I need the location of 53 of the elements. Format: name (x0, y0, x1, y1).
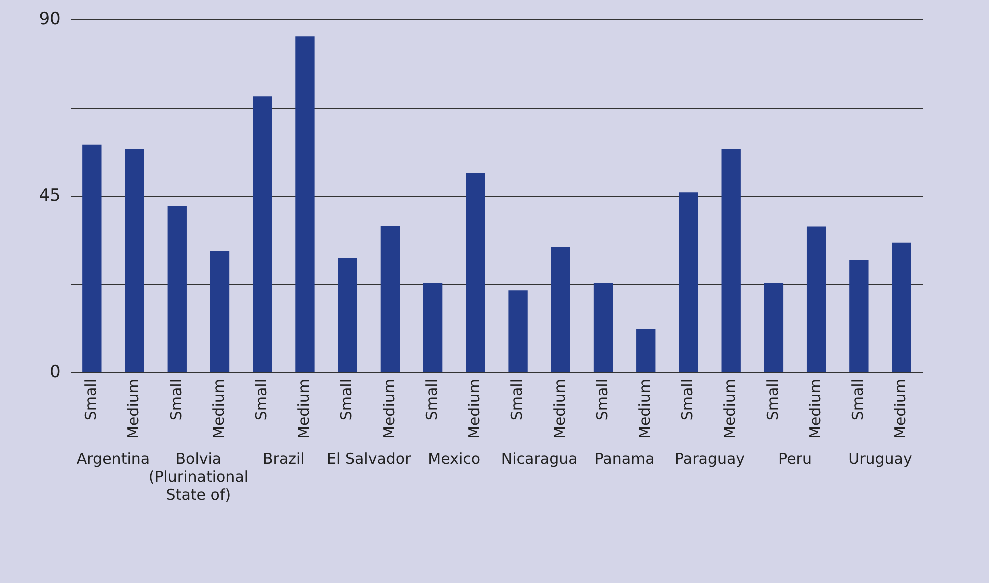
y-tick-label: 45 (39, 186, 61, 206)
text: Medium (380, 379, 398, 439)
bar (679, 192, 698, 372)
text: Small (508, 379, 526, 421)
bar (806, 226, 826, 372)
x-tick-label: Panama (594, 450, 655, 468)
text: Small (764, 379, 782, 421)
bar (892, 242, 912, 372)
bar (296, 36, 315, 372)
text: Medium (124, 379, 143, 439)
x-tick-label: Peru (778, 450, 812, 468)
bar (764, 283, 784, 372)
x-tick-label: El Salvador (327, 450, 412, 468)
text: Medium (466, 379, 484, 439)
text: Small (678, 379, 697, 421)
text: Medium (636, 379, 654, 439)
text: Medium (295, 379, 314, 439)
x-tick-label: Bolvia (Plurinational State of) (148, 450, 249, 504)
text: Medium (210, 379, 228, 439)
bar (82, 144, 102, 372)
bar (466, 173, 486, 372)
text: Small (593, 379, 612, 421)
text: Small (849, 379, 868, 421)
x-tick-label: Argentina (76, 450, 150, 468)
bar (125, 150, 144, 372)
text: Medium (550, 379, 569, 439)
x-tick-label: Paraguay (675, 450, 746, 468)
y-tick-label: 90 (39, 10, 61, 30)
text: Small (167, 379, 186, 421)
x-tick-label: Uruguay (848, 450, 912, 468)
text: Small (422, 379, 441, 421)
bar (850, 260, 869, 372)
text: Medium (721, 379, 740, 439)
bar (253, 96, 272, 372)
bar (594, 283, 614, 372)
x-tick-label: Mexico (428, 450, 481, 468)
bar (210, 251, 230, 372)
bar (338, 258, 358, 372)
bar (636, 329, 656, 372)
x-tick-label: Brazil (262, 450, 305, 468)
y-tick-label: 0 (50, 362, 61, 382)
bar (722, 150, 741, 372)
text: Small (338, 379, 356, 421)
bar (423, 283, 443, 372)
bar (508, 290, 528, 372)
text: Small (252, 379, 271, 421)
bar (380, 226, 400, 372)
text: Medium (806, 379, 824, 439)
text: Medium (892, 379, 910, 439)
bar (168, 206, 187, 372)
bar (551, 248, 570, 372)
text: Small (82, 379, 100, 421)
x-tick-label: Nicaragua (501, 450, 578, 468)
